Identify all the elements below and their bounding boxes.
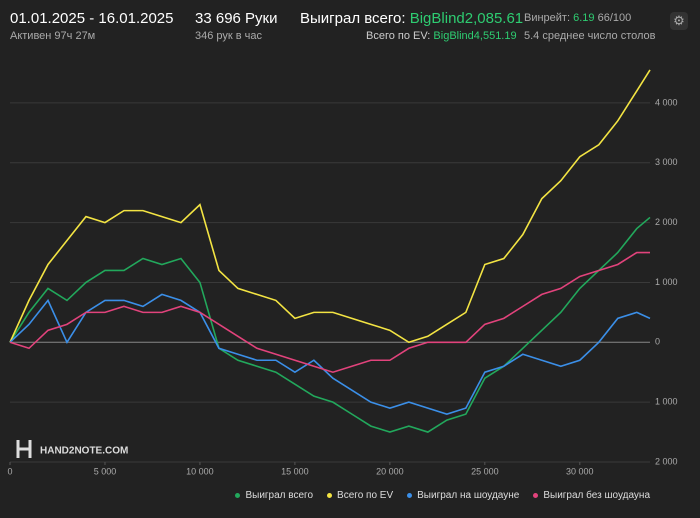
y-tick-label: 3 000 — [655, 157, 678, 167]
y-tick-label: 4 000 — [655, 97, 678, 107]
won-label: Выиграл всего: — [300, 10, 406, 27]
ev: Всего по EV: BigBlind4,551.19 — [366, 30, 517, 42]
legend-item[interactable]: Выиграл на шоудауне — [407, 490, 519, 501]
won-value: BigBlind2,085.61 — [409, 10, 524, 27]
legend-dot — [327, 492, 333, 498]
y-tick-label: 2 000 — [655, 456, 678, 466]
period: 01.01.2025 - 16.01.2025 — [10, 10, 174, 27]
series-line — [9, 293, 651, 415]
legend-item[interactable]: Выиграл без шоудауна — [533, 490, 650, 501]
winrate-unit: 66/100 — [597, 12, 632, 24]
series-line — [9, 216, 651, 433]
series-line — [9, 251, 650, 374]
hands-per-hour: 346 рук в час — [195, 30, 263, 42]
series-line — [9, 69, 651, 344]
winrate-label: Винрейт: — [524, 12, 571, 24]
legend-label: Выиграл всего — [245, 490, 314, 501]
legend-dot — [407, 492, 413, 498]
winrate: Винрейт: 6.19 66/100 — [524, 12, 631, 24]
x-tick-label: 0 — [7, 466, 12, 476]
tables: 5.4 среднее число столов — [524, 30, 656, 42]
x-tick-label: 10 000 — [186, 466, 214, 476]
winrate-value: 6.19 — [573, 12, 595, 24]
legend-item[interactable]: Всего по EV — [327, 490, 393, 501]
watermark: HAND2NOTE.COM — [40, 446, 128, 457]
y-tick-label: 0 — [655, 337, 660, 347]
y-tick-label: 1 000 — [655, 277, 678, 287]
x-tick-label: 5 000 — [94, 466, 117, 476]
legend-label: Всего по EV — [337, 490, 394, 501]
won: Выиграл всего: BigBlind2,085.61 — [300, 10, 523, 27]
x-tick-label: 20 000 — [376, 466, 404, 476]
y-tick-label: 1 000 — [655, 397, 678, 407]
legend-label: Выиграл без шоудауна — [543, 490, 650, 501]
settings-button[interactable]: ⚙ — [670, 12, 688, 30]
ev-label: Всего по EV: — [366, 30, 431, 42]
hands: 33 696 Руки — [195, 10, 278, 27]
y-tick-label: 2 000 — [655, 217, 678, 227]
ev-value: BigBlind4,551.19 — [433, 30, 517, 42]
legend-item[interactable]: Выиграл всего — [235, 490, 313, 501]
active: Активен 97ч 27м — [10, 30, 96, 42]
logo — [16, 440, 32, 458]
legend: Выиграл всего Всего по EV Выиграл на шоуда… — [0, 490, 700, 501]
x-tick-label: 25 000 — [471, 466, 499, 476]
legend-dot — [235, 492, 241, 498]
legend-label: Выиграл на шоудауне — [417, 490, 520, 501]
x-tick-label: 15 000 — [281, 466, 309, 476]
x-tick-label: 30 000 — [566, 466, 594, 476]
legend-dot — [533, 492, 539, 498]
